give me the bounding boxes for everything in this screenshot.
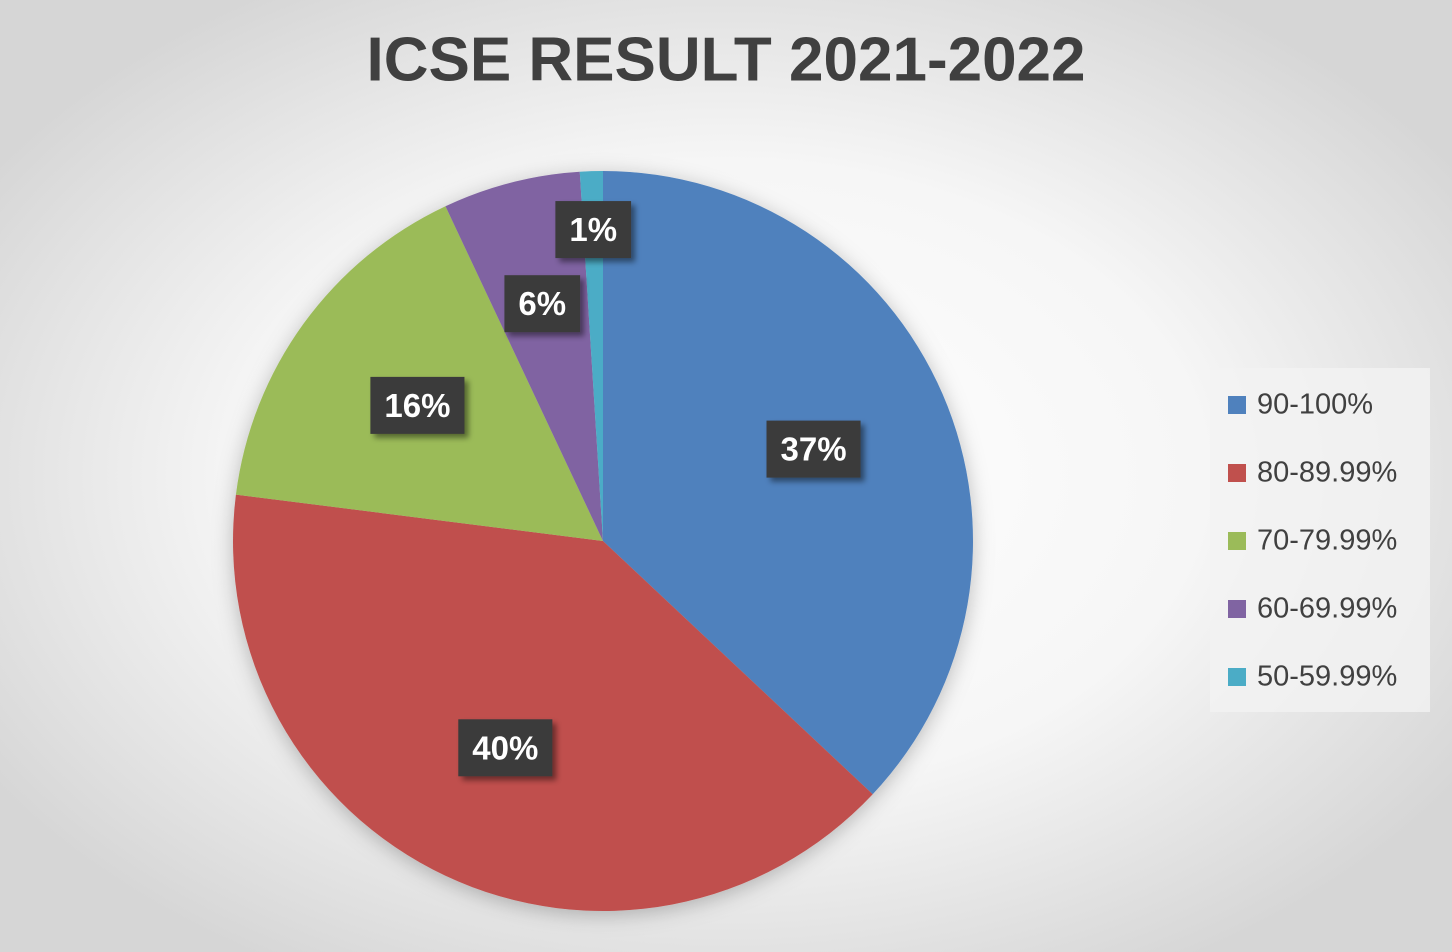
pie-slice (445, 171, 603, 542)
pie-slice (235, 206, 604, 541)
pie-slice (233, 494, 873, 911)
legend-swatch (1228, 668, 1246, 686)
legend-swatch (1228, 600, 1246, 618)
data-label-box (766, 420, 861, 478)
legend-label: 50-59.99% (1257, 661, 1397, 693)
data-label-box (504, 275, 581, 333)
data-label-box (370, 376, 465, 434)
legend-swatch (1228, 532, 1246, 550)
legend-label: 60-69.99% (1257, 593, 1397, 625)
data-label: 16% (384, 387, 450, 424)
data-label: 1% (569, 211, 617, 248)
legend-box (1210, 368, 1430, 712)
data-label: 40% (472, 729, 538, 766)
legend-label: 80-89.99% (1257, 457, 1397, 489)
data-label-box (555, 201, 632, 259)
legend-swatch (1228, 396, 1246, 414)
data-label: 37% (781, 431, 847, 468)
data-label: 6% (518, 285, 566, 322)
chart-title: ICSE RESULT 2021-2022 (366, 25, 1085, 94)
legend-label: 70-79.99% (1257, 525, 1397, 557)
pie (233, 171, 973, 911)
pie-slice (579, 171, 603, 541)
legend-label: 90-100% (1257, 389, 1373, 421)
data-label-box (458, 719, 553, 777)
legend-swatch (1228, 464, 1246, 482)
pie-slice (603, 171, 973, 795)
